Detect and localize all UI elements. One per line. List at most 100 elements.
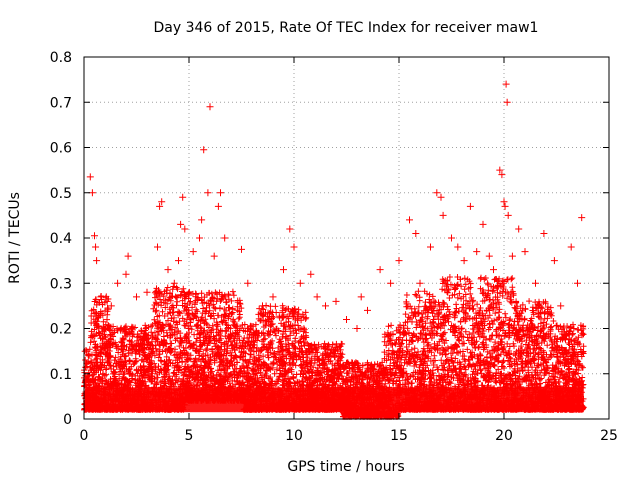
y-tick-label: 0.5: [50, 186, 72, 202]
y-tick-label: 0.6: [50, 141, 72, 157]
data-point: [290, 243, 298, 251]
data-point: [214, 202, 222, 210]
data-point: [181, 225, 189, 233]
data-point: [485, 252, 493, 260]
grid-lines: [84, 57, 609, 419]
data-point: [114, 279, 122, 287]
data-point: [578, 214, 586, 222]
data-point: [406, 216, 413, 224]
data-point: [217, 189, 224, 197]
data-point: [204, 189, 212, 197]
data-point: [567, 243, 575, 251]
x-tick-label: 25: [600, 428, 618, 444]
data-point: [395, 257, 403, 265]
data-point: [97, 293, 105, 301]
dense-point-cloud: [81, 274, 587, 420]
data-point: [479, 220, 487, 228]
data-point: [532, 279, 539, 287]
data-point: [496, 166, 504, 174]
data-point: [500, 198, 508, 206]
data-point: [332, 297, 340, 305]
data-point: [307, 270, 315, 278]
y-tick-label: 0.7: [50, 95, 72, 111]
data-point: [177, 220, 185, 228]
x-tick-label: 15: [390, 428, 408, 444]
data-point: [170, 279, 178, 287]
data-point: [504, 211, 512, 219]
data-point: [502, 80, 510, 88]
x-tick-label: 5: [185, 428, 194, 444]
data-point: [364, 306, 371, 314]
x-tick-label: 0: [80, 428, 89, 444]
x-axis-label: GPS time / hours: [287, 459, 404, 475]
data-point: [179, 193, 187, 201]
data-point: [196, 234, 203, 242]
data-point: [189, 248, 197, 256]
data-point: [280, 266, 287, 274]
data-point: [454, 243, 462, 251]
data-point: [221, 234, 229, 242]
data-point: [86, 173, 94, 181]
data-point: [540, 229, 548, 237]
data-point: [427, 243, 434, 251]
data-point: [91, 232, 98, 240]
x-axis-ticks: 0 5 10 15 20 25: [80, 57, 618, 444]
data-point: [133, 293, 140, 301]
dense-baseline-band: [85, 387, 584, 413]
data-point: [107, 302, 115, 310]
data-point: [156, 202, 164, 210]
data-point: [521, 248, 529, 256]
data-point: [92, 243, 100, 251]
data-point: [198, 216, 206, 224]
data-point: [473, 248, 481, 256]
y-tick-label: 0.2: [50, 322, 72, 338]
data-point: [269, 293, 277, 301]
data-point: [206, 103, 214, 111]
data-point: [439, 211, 447, 219]
data-point: [210, 252, 218, 260]
data-point: [357, 293, 365, 301]
data-point: [143, 288, 151, 296]
y-axis-label: ROTI / TECUs: [7, 192, 23, 284]
y-axis-ticks: 0 0.1 0.2 0.3 0.4 0.5 0.6 0.7 0.8: [50, 50, 609, 428]
y-tick-label: 0.1: [50, 367, 72, 383]
data-point: [103, 297, 111, 305]
data-point: [416, 279, 424, 287]
data-point: [158, 198, 166, 206]
data-point: [88, 189, 96, 197]
y-tick-label: 0: [63, 412, 72, 428]
data-point: [124, 252, 132, 260]
y-tick-label: 0.8: [50, 50, 72, 66]
data-point: [460, 257, 468, 265]
data-point: [343, 315, 350, 323]
data-point: [557, 302, 565, 310]
data-point: [313, 293, 321, 301]
data-point: [353, 325, 361, 332]
data-point: [437, 193, 445, 201]
data-point: [244, 279, 252, 287]
data-point: [122, 270, 130, 278]
data-point: [164, 266, 172, 274]
data-point: [154, 243, 161, 251]
data-point: [93, 257, 101, 265]
data-point: [412, 229, 420, 237]
data-point: [259, 302, 266, 310]
data-point: [498, 171, 506, 179]
data-point: [200, 146, 208, 154]
data-point: [574, 279, 581, 287]
data-point: [175, 257, 182, 265]
data-point: [286, 225, 294, 233]
data-point: [376, 266, 384, 274]
data-point: [238, 245, 245, 253]
data-point: [296, 279, 304, 287]
data-point: [515, 225, 523, 233]
data-point: [322, 302, 329, 310]
data-point: [448, 234, 455, 242]
x-tick-label: 20: [495, 428, 513, 444]
data-point: [490, 266, 497, 274]
y-tick-label: 0.3: [50, 276, 72, 292]
data-point: [501, 202, 509, 210]
data-point: [433, 189, 441, 197]
data-point: [387, 279, 395, 287]
